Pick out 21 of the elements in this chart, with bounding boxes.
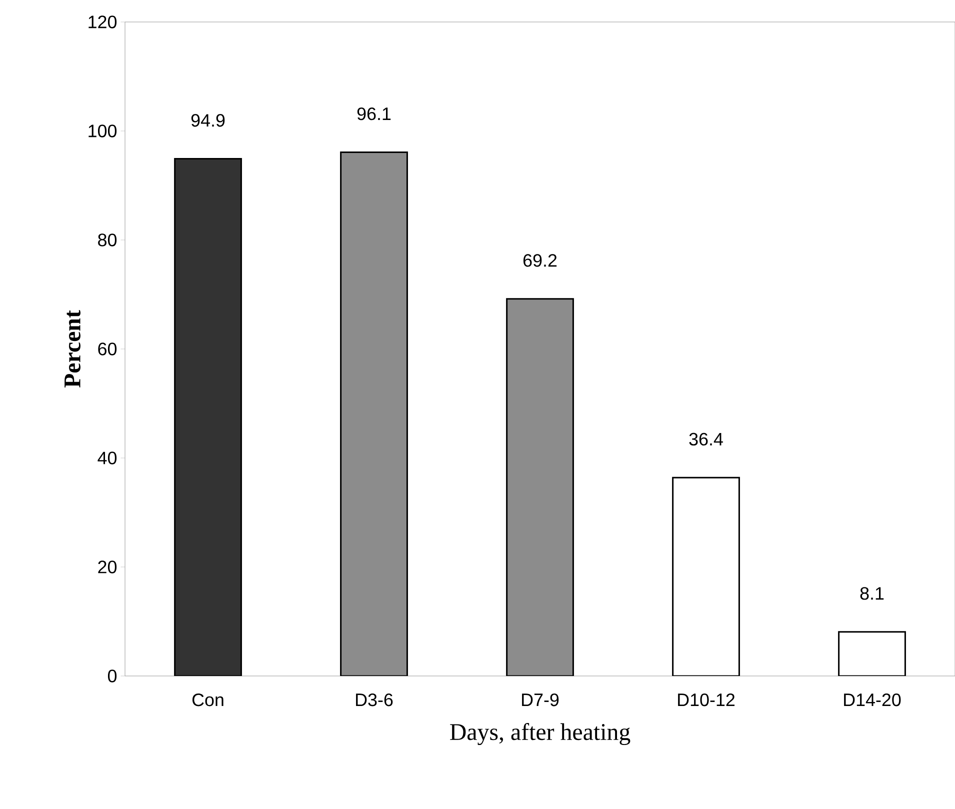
data-label: 94.9: [191, 114, 225, 127]
y-tick-label: 60: [98, 342, 117, 356]
data-label: 8.1: [860, 587, 884, 600]
x-axis-title: Days, after heating: [450, 723, 630, 746]
x-tick-label: D14-20: [844, 693, 901, 706]
y-tick-label: 20: [98, 560, 117, 574]
x-tick-label: Con: [192, 693, 224, 706]
data-label: 36.4: [689, 432, 723, 446]
x-tick-label: D3-6: [356, 693, 393, 706]
y-axis-title: Percent: [64, 310, 80, 388]
y-tick-label: 80: [98, 234, 117, 246]
bar: [838, 631, 906, 676]
x-tick-label: D7-9: [522, 693, 559, 706]
data-label: 96.1: [357, 107, 391, 120]
y-tick-label: 0: [108, 670, 117, 682]
y-tick-label: 40: [98, 452, 117, 464]
bar: [174, 158, 242, 676]
y-tick-label: 120: [88, 16, 117, 28]
x-tick-label: D10-12: [678, 693, 735, 706]
y-tick-label: 100: [88, 124, 117, 138]
data-label: 69.2: [523, 254, 557, 267]
